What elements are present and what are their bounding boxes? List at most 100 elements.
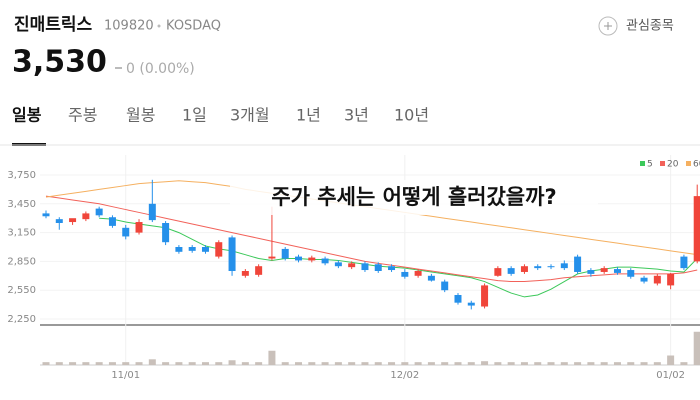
candle-body [175, 247, 183, 252]
tab[interactable]: 1일 [182, 106, 207, 125]
volume-bar [560, 362, 568, 365]
candle-body [640, 277, 648, 282]
candle-body [680, 256, 688, 269]
volume-bar [427, 362, 435, 365]
volume-bar [148, 359, 156, 365]
volume-bar [268, 350, 276, 365]
tab[interactable]: 1년 [296, 106, 321, 125]
y-tick-label: 2,550 [7, 285, 36, 296]
volume-bar [388, 362, 396, 365]
candle-body [361, 263, 369, 271]
candle-body [467, 302, 475, 306]
volume-bar [241, 362, 249, 365]
x-tick-label: 01/02 [656, 370, 685, 381]
candle-body [507, 268, 515, 274]
candle-body [55, 219, 63, 223]
volume-bar [69, 362, 77, 365]
volume-bar [693, 331, 700, 365]
volume-bar [228, 360, 236, 365]
volume-bar [640, 362, 648, 365]
volume-bar [295, 362, 303, 365]
y-tick-label: 3,750 [7, 170, 36, 181]
tab[interactable]: 일봉 [12, 106, 42, 125]
separator [157, 24, 161, 28]
volume-bar [613, 362, 621, 365]
candle-body [534, 266, 542, 269]
volume-bar [467, 362, 475, 365]
watch-icon [598, 16, 618, 36]
volume-bar [401, 362, 409, 365]
candle-body [574, 256, 582, 272]
candle-body [667, 273, 675, 286]
volume-bar [215, 362, 223, 365]
volume-bar [135, 362, 143, 365]
tab[interactable]: 3개월 [230, 106, 270, 125]
volume-bar [122, 362, 130, 365]
y-tick-label: 2,250 [7, 314, 36, 325]
candle-body [215, 242, 223, 257]
candle-body [228, 237, 236, 271]
volume-bar [547, 362, 555, 365]
volume-bar [667, 355, 675, 365]
candle-body [494, 268, 502, 276]
volume-bar [441, 362, 449, 365]
volume-bar [321, 362, 329, 365]
volume-bar [454, 362, 462, 365]
plus [604, 22, 612, 30]
watch-button[interactable]: 관심종목 [598, 16, 674, 36]
legend-label: 5 [647, 160, 653, 170]
volume-bar [55, 362, 63, 365]
legend-swatch [660, 161, 665, 166]
tab[interactable]: 3년 [344, 106, 369, 125]
volume-bar [175, 362, 183, 365]
volume-bar [627, 362, 635, 365]
candle-body [135, 222, 143, 233]
candle-body [388, 266, 396, 271]
candle-body [188, 247, 196, 251]
candle-body [295, 256, 303, 261]
stock-code: 109820 [104, 19, 154, 34]
volume-bar [281, 362, 289, 365]
candle-body [587, 270, 595, 274]
candle-body [42, 213, 50, 217]
chart: 2,250 2,550 2,850 3,150 3,450 3,750 11/01 12/02… [7, 155, 700, 381]
candle-body [321, 258, 329, 264]
candle-body [148, 203, 156, 221]
watch-label[interactable]: 관심종목 [626, 19, 674, 34]
change: 0 (0.00%) [126, 61, 195, 77]
candle-body [108, 217, 116, 226]
volume-bar [414, 362, 422, 365]
volume-bar [162, 362, 170, 365]
candle-body [454, 295, 462, 303]
overlay-bg [230, 180, 598, 215]
volume-bar [308, 362, 316, 365]
candle-body [374, 264, 382, 271]
candle-body [82, 213, 90, 220]
tab[interactable]: 월봉 [126, 106, 155, 125]
volume-bar [494, 362, 502, 365]
y-tick-label: 3,450 [7, 199, 36, 210]
candle-body [255, 266, 263, 275]
candle-body [547, 266, 555, 268]
candle-body [600, 268, 608, 272]
candle-body [162, 223, 170, 243]
candle-body [653, 275, 661, 284]
price: 3,530 [12, 45, 107, 80]
tab[interactable]: 10년 [394, 106, 429, 125]
volume-bar [188, 362, 196, 365]
y-tick-label: 3,150 [7, 228, 36, 239]
candle-body [334, 262, 342, 267]
candle-body [520, 266, 528, 272]
candle-body [69, 218, 77, 223]
tab[interactable]: 주봉 [68, 106, 97, 125]
volume-bar [600, 362, 608, 365]
legend-label: 60 [693, 160, 700, 170]
volume-bar [587, 362, 595, 365]
candle-body [308, 257, 316, 261]
tab-bar: 일봉 주봉 월봉 1일 3개월 1년 3년 10년 [12, 106, 429, 146]
candle-body [241, 271, 249, 276]
candle-body [95, 208, 103, 216]
overlay-title: 주가 추세는 어떻게 흘러갔을까? [271, 185, 556, 209]
legend-label: 20 [667, 160, 679, 170]
